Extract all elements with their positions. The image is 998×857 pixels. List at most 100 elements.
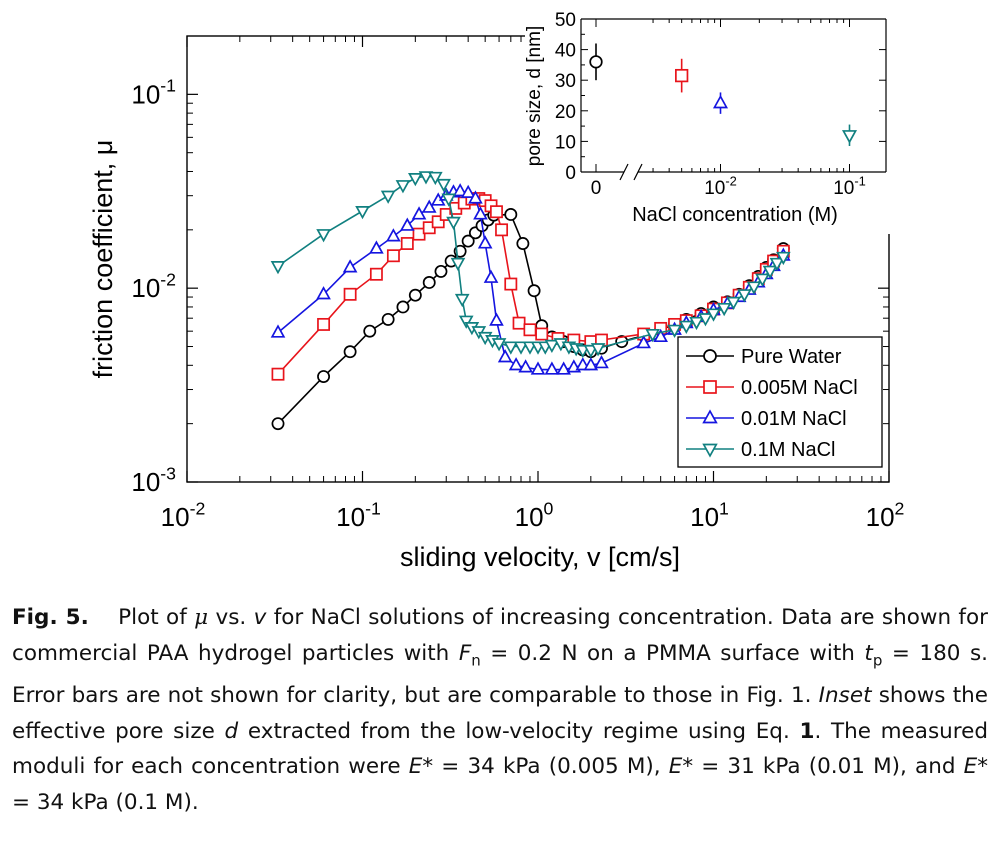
caption-t: t [864, 640, 873, 666]
data-point [667, 324, 682, 338]
inset-y-tick-label: 20 [555, 102, 576, 123]
data-point [490, 205, 503, 219]
caption-fig-label: Fig. 5. [12, 605, 89, 630]
data-point [436, 178, 451, 193]
x-tick-label: 100 [515, 498, 554, 532]
legend-label: Pure Water [741, 346, 842, 368]
data-point [523, 323, 537, 337]
caption-F-sub: n [471, 650, 481, 669]
inset-y-tick-label: 10 [555, 132, 576, 153]
data-point [689, 316, 704, 331]
legend-marker [703, 380, 717, 394]
data-point [343, 345, 357, 359]
data-point [746, 281, 762, 295]
caption-text: extracted from the low-velocity regime u… [238, 718, 800, 744]
data-point [556, 361, 571, 375]
caption-v: v [253, 605, 267, 630]
data-point [477, 235, 493, 249]
caption-text: * = 34 kPa (0.005 M), [422, 754, 669, 780]
legend-label: 0.1M NaCl [741, 439, 835, 461]
data-point [518, 359, 533, 373]
data-point [594, 355, 609, 369]
data-point [698, 313, 713, 327]
inset-x-tick-label: 0 [591, 178, 602, 199]
data-point [431, 215, 445, 229]
data-point [316, 229, 331, 243]
caption-text: * = 31 kPa (0.01 M), and [682, 754, 964, 780]
legend-label: 0.005M NaCl [741, 377, 858, 399]
caption-text: = 180 s. Error bars are not shown for cl… [12, 640, 988, 709]
data-point [428, 171, 443, 186]
inset-data-point [841, 130, 858, 144]
data-point [461, 234, 475, 248]
data-point [454, 293, 470, 308]
data-point [317, 370, 331, 383]
data-point [504, 277, 518, 291]
data-point [769, 257, 785, 272]
data-point [590, 343, 606, 357]
inset-x-axis-title: NaCl concentration (M) [632, 204, 838, 226]
data-point [441, 193, 457, 207]
data-point [408, 172, 423, 187]
data-point [399, 217, 415, 231]
x-tick-label: 101 [690, 498, 729, 532]
data-point [317, 317, 331, 331]
data-point [503, 341, 519, 355]
data-point [495, 223, 509, 237]
inset-y-tick-label: 40 [555, 41, 576, 62]
data-point [497, 349, 513, 363]
caption-E: E [963, 754, 978, 780]
data-point [653, 328, 668, 343]
legend-marker [702, 409, 718, 424]
caption-text: = 0.2 N on a PMMA surface with [480, 640, 865, 666]
data-point [270, 261, 286, 275]
data-point [491, 338, 507, 352]
data-point [369, 267, 383, 281]
data-point [527, 284, 541, 298]
data-point [530, 361, 546, 375]
legend-marker [703, 349, 717, 363]
data-point [418, 171, 434, 185]
data-point [583, 357, 599, 371]
data-point [636, 335, 651, 349]
data-point [706, 308, 721, 322]
data-point [535, 327, 549, 341]
data-point [450, 257, 466, 272]
inset-data-point [675, 68, 689, 83]
inset-x-tick-label: 10-1 [833, 173, 866, 199]
caption-E: E [668, 754, 683, 780]
inset-plot: 0 10 20 30 40 50 0 10-2 10-1 NaCl concentration (… [524, 6, 895, 234]
data-point [468, 190, 483, 204]
inset-data-point [589, 55, 603, 69]
caption-text: . The measured moduli for each concentra… [12, 718, 989, 780]
caption-t-sub: p [872, 650, 883, 669]
data-point [458, 315, 474, 329]
data-point [544, 339, 560, 354]
caption-text: Plot of [118, 605, 195, 630]
data-point [762, 265, 778, 279]
data-point [512, 316, 526, 330]
data-point [434, 264, 448, 278]
y-tick-label: 10-1 [131, 76, 176, 110]
data-point [755, 273, 770, 287]
data-point [381, 312, 395, 326]
data-point [421, 199, 437, 213]
data-point [408, 288, 422, 302]
inset-y-tick-label: 30 [555, 71, 576, 92]
y-axis-title: friction coefficient, μ [88, 140, 118, 379]
data-point [513, 341, 529, 355]
data-point [271, 417, 285, 431]
data-point [396, 300, 410, 314]
data-point [544, 361, 560, 375]
caption-E: E [408, 754, 423, 780]
data-point [483, 269, 499, 283]
inset-y-axis-title: pore size, d [nm] [524, 26, 545, 166]
data-point [446, 216, 461, 231]
y-tick-label: 10-3 [131, 463, 176, 497]
figure-caption: Fig. 5. Plot of μ vs. v for NaCl solutio… [12, 600, 988, 820]
data-point [386, 228, 401, 242]
caption-text: shows the effective pore size [12, 683, 988, 744]
data-point [395, 180, 411, 194]
